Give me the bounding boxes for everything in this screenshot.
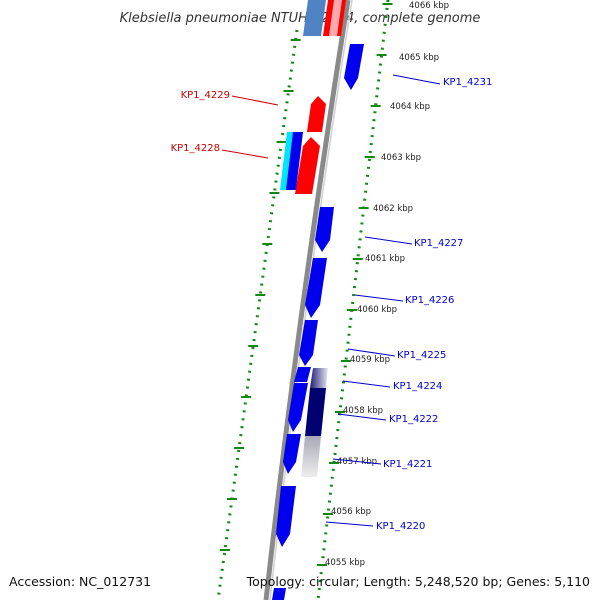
gene-top-partial-1[interactable] <box>303 0 326 36</box>
gene-kp1-4228-forward[interactable] <box>295 137 320 194</box>
kbp-label: 4063 kbp <box>381 153 421 163</box>
gene-label-kp1-4225[interactable]: KP1_4225 <box>397 350 446 361</box>
kbp-label: 4059 kbp <box>350 355 390 365</box>
leader-kp1-4227 <box>364 236 413 245</box>
gene-label-kp1-4224[interactable]: KP1_4224 <box>393 381 442 392</box>
leader-kp1-4221 <box>332 458 382 465</box>
kbp-label: 4056 kbp <box>331 507 371 517</box>
gene-kp1-4225[interactable] <box>299 320 318 366</box>
kbp-label: 4061 kbp <box>365 254 405 264</box>
kbp-labels: 4066 kbp 4065 kbp 4064 kbp 4063 kbp 4062… <box>325 1 449 568</box>
gene-label-kp1-4228[interactable]: KP1_4228 <box>171 143 220 154</box>
gene-top-partial-2-shade <box>329 0 342 36</box>
gene-kp1-4231[interactable] <box>344 44 364 90</box>
accession-text: Accession: NC_012731 <box>9 574 151 589</box>
gene-label-kp1-4220[interactable]: KP1_4220 <box>376 521 425 532</box>
leader-kp1-4226 <box>354 294 404 302</box>
gene-label-kp1-4231[interactable]: KP1_4231 <box>443 77 492 88</box>
leader-kp1-4228 <box>221 149 269 159</box>
gene-kp1-4228-blue[interactable] <box>286 132 303 190</box>
gene-kp1-4227[interactable] <box>315 207 334 252</box>
genome-summary-text: Topology: circular; Length: 5,248,520 bp… <box>246 574 590 589</box>
leader-kp1-4222 <box>337 413 387 421</box>
genome-backbone <box>263 0 351 600</box>
leader-kp1-4220 <box>325 521 374 527</box>
gene-label-kp1-4227[interactable]: KP1_4227 <box>414 238 463 249</box>
inner-major-ticks <box>219 3 393 566</box>
gene-bottom-partial[interactable] <box>272 588 286 600</box>
gene-label-kp1-4229[interactable]: KP1_4229 <box>181 90 230 101</box>
gene-kp1-4221[interactable] <box>283 434 301 474</box>
leader-kp1-4225 <box>347 348 396 357</box>
kbp-label: 4064 kbp <box>390 102 430 112</box>
kbp-label: 4055 kbp <box>325 558 365 568</box>
gene-kp1-4229[interactable] <box>307 96 326 132</box>
gene-label-kp1-4226[interactable]: KP1_4226 <box>405 295 454 306</box>
kbp-label: 4058 kbp <box>343 406 383 416</box>
kbp-label: 4065 kbp <box>399 53 439 63</box>
gene-kp1-4226[interactable] <box>305 258 327 318</box>
leader-kp1-4229 <box>231 95 279 106</box>
gene-kp1-4222-mid[interactable] <box>305 388 326 436</box>
gene-kp1-4224[interactable] <box>294 367 311 382</box>
gene-kp1-4220[interactable] <box>276 486 296 547</box>
gene-label-kp1-4221[interactable]: KP1_4221 <box>383 459 432 470</box>
kbp-label: 4060 kbp <box>357 305 397 315</box>
leader-kp1-4231 <box>392 74 441 85</box>
kbp-label: 4062 kbp <box>373 204 413 214</box>
leader-kp1-4224 <box>342 380 391 388</box>
map-title: Klebsiella pneumoniae NTUH-K2044, comple… <box>120 11 481 26</box>
gene-kp1-4222-top[interactable] <box>310 368 328 388</box>
gene-kp1-4222-bottom[interactable] <box>301 436 321 477</box>
gene-kp1-4223[interactable] <box>288 383 308 432</box>
gene-label-kp1-4222[interactable]: KP1_4222 <box>389 414 438 425</box>
kbp-label: 4066 kbp <box>409 1 449 11</box>
